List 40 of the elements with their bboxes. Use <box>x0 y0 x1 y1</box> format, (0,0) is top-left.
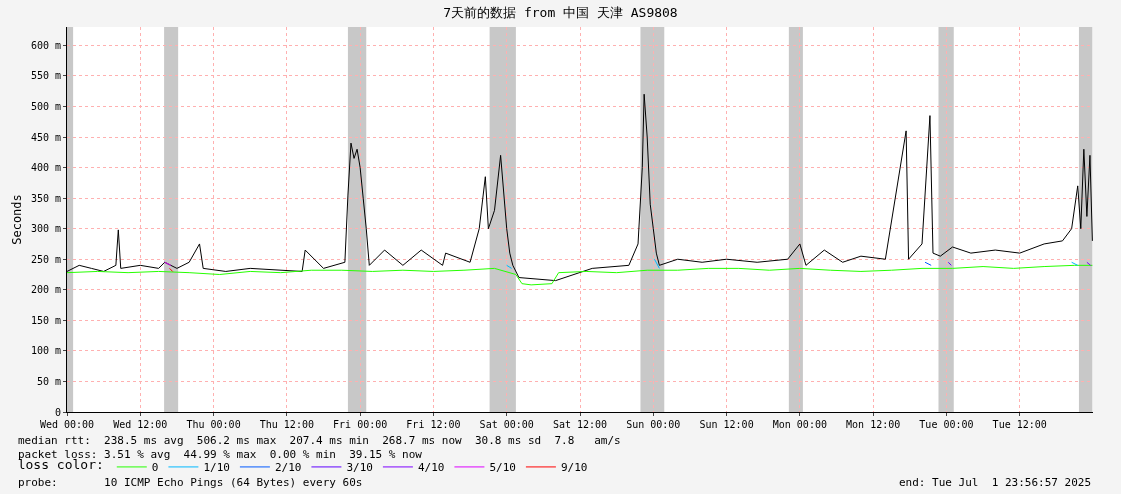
y-axis-title: Seconds <box>10 194 25 245</box>
text: end: Tue Jul 1 23:56:57 2025 <box>899 476 1092 489</box>
text: median rtt: 238.5 ms avg 506.2 ms max 207.4 ms min 268.7 ms now 30.8 ms sd 7.8 am/s <box>18 434 621 447</box>
y-tick-label: 150 m <box>30 314 61 326</box>
x-tick-label: Sun 00:00 <box>626 419 681 430</box>
y-tick-label: 500 m <box>30 100 61 112</box>
y-tick-label: 550 m <box>30 70 61 82</box>
y-tick-label: 400 m <box>30 162 61 174</box>
x-tick-label: Tue 00:00 <box>919 419 974 430</box>
legend-label: 0 <box>151 461 159 475</box>
line-series <box>67 264 1093 286</box>
legend-label: 4/10 <box>417 461 445 475</box>
x-tick-label: Sun 12:00 <box>699 419 754 430</box>
text: probe: 10 ICMP Echo Pings (64 Bytes) every 60s <box>18 476 363 489</box>
legend-label: 1/10 <box>203 461 230 475</box>
x-tick-label: Mon 12:00 <box>846 419 901 430</box>
chart-title: 7天前的数据 from 中国 天津 AS9808 <box>443 4 678 20</box>
x-tick-label: Sat 00:00 <box>479 419 534 430</box>
x-tick-label: Mon 00:00 <box>772 419 827 430</box>
x-tick-label: Tue 12:00 <box>992 419 1047 430</box>
x-tick-label: Sat 12:00 <box>552 419 608 430</box>
legend-label: 2/10 <box>274 461 302 475</box>
x-tick-label: Wed 00:00 <box>39 419 95 430</box>
legend-label: 3/10 <box>346 461 373 475</box>
y-tick-label: 300 m <box>30 223 61 235</box>
y-tick-label: 0 <box>54 406 61 418</box>
x-tick-label: Fri 00:00 <box>333 419 388 430</box>
y-tick-label: 450 m <box>30 131 61 143</box>
x-tick-label: Thu 00:00 <box>186 419 241 430</box>
y-tick-label: 600 m <box>30 39 61 51</box>
legend-label: 9/10 <box>560 461 588 475</box>
x-tick-label: Fri 12:00 <box>406 419 461 430</box>
legend-label: 5/10 <box>489 461 516 475</box>
y-tick-label: 50 m <box>36 375 61 387</box>
y-tick-label: 100 m <box>30 345 61 357</box>
y-tick-label: 350 m <box>30 192 61 204</box>
y-tick-label: 200 m <box>30 284 61 296</box>
x-tick-label: Wed 12:00 <box>113 419 168 430</box>
x-tick-label: Thu 12:00 <box>259 419 314 430</box>
y-tick-label: 250 m <box>30 253 61 265</box>
